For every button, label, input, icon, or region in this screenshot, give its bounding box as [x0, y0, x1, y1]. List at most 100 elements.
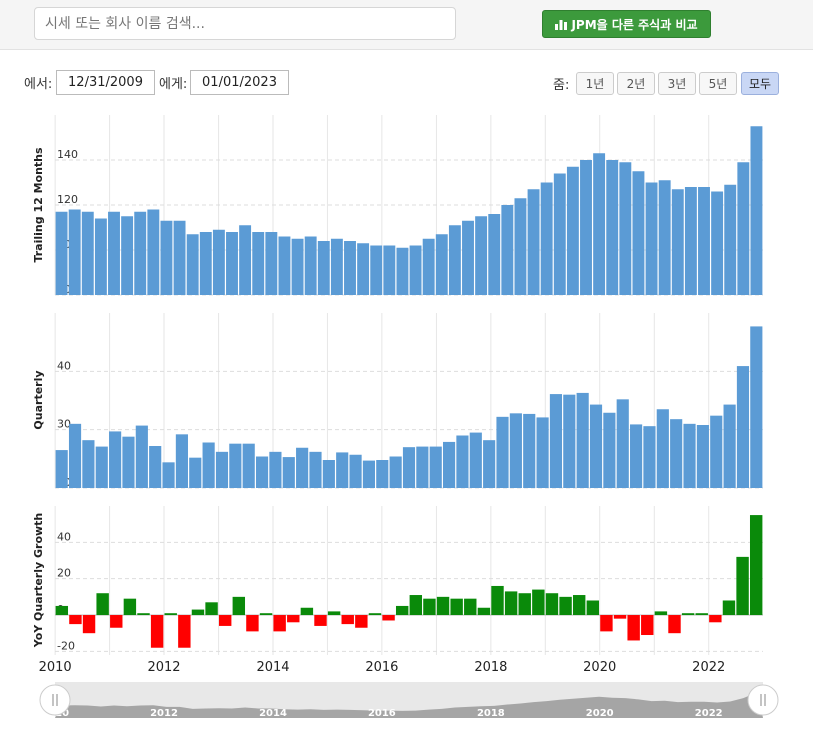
chart-bar: [226, 232, 238, 295]
chart-bar: [545, 593, 559, 616]
revenue-chart: 80100120140Trailing 12 Months203040Quart…: [32, 115, 779, 719]
chart-bar: [239, 225, 252, 295]
chart-bar: [344, 241, 356, 295]
chart-bar: [656, 409, 669, 488]
chart-bar: [580, 160, 592, 295]
chart-bar: [698, 187, 710, 295]
chart-bar: [606, 160, 619, 295]
zoom-all-button[interactable]: 모두: [741, 72, 779, 95]
chart-bar: [317, 241, 330, 295]
navigator-label: 2014: [259, 708, 287, 719]
chart-bar: [160, 220, 173, 295]
chart-bar: [336, 452, 349, 488]
chart-bar: [282, 457, 295, 488]
chart-bar: [278, 236, 291, 295]
y-axis-title: Trailing 12 Months: [32, 147, 45, 263]
chart-bar: [750, 126, 763, 295]
chart-bar: [600, 615, 613, 632]
chart-bar: [488, 214, 501, 295]
chart-bar: [327, 611, 341, 616]
chart-bar: [496, 416, 509, 488]
zoom-2y-button[interactable]: 2년: [617, 72, 655, 95]
chart-bar: [212, 229, 225, 295]
chart-bar: [750, 326, 763, 488]
chart-bar: [123, 598, 137, 616]
from-date-input[interactable]: [56, 70, 155, 95]
chart-bar: [376, 460, 389, 488]
chart-bar: [722, 600, 736, 616]
navigator-right-handle[interactable]: [747, 684, 779, 716]
chart-bar: [296, 447, 309, 488]
chart-bar: [475, 216, 488, 295]
chart-bar: [483, 440, 496, 488]
chart-bar: [96, 593, 109, 616]
navigator-series: [55, 692, 763, 718]
chart-bar: [218, 615, 232, 626]
chart-bar: [383, 245, 396, 295]
chart-bar: [695, 613, 708, 616]
chart-bar: [681, 613, 695, 616]
chart-bar: [723, 404, 736, 488]
chart-bar: [491, 585, 504, 616]
chart-bar: [477, 607, 491, 616]
navigator-label: 2022: [695, 708, 723, 719]
zoom-1y-button[interactable]: 1년: [576, 72, 614, 95]
chart-bar: [175, 434, 188, 488]
chart-bar: [242, 443, 255, 488]
chart-bar: [396, 247, 409, 295]
chart-bar: [527, 189, 540, 295]
chart-bar: [422, 238, 435, 295]
x-tick-label: 2012: [147, 660, 180, 675]
chart-bar: [255, 456, 269, 488]
to-date-input[interactable]: [190, 70, 289, 95]
x-tick-label: 2020: [583, 660, 616, 675]
chart-bar: [202, 442, 215, 488]
chart-bar: [134, 211, 147, 295]
chart-bar: [232, 596, 246, 616]
chart-bar: [229, 443, 242, 488]
chart-bar: [603, 412, 616, 488]
y-tick-label: 30: [57, 418, 71, 431]
navigator-label: 2018: [477, 708, 505, 719]
chart-bar: [389, 456, 402, 488]
chart-bar: [382, 615, 395, 621]
chart-bar: [246, 615, 259, 632]
chart-bar: [736, 556, 749, 616]
chart-bar: [269, 451, 282, 488]
chart-bar: [265, 232, 278, 295]
chart-bar: [450, 598, 463, 616]
chart-bar: [668, 615, 681, 634]
navigator-label: 2020: [586, 708, 614, 719]
navigator-left-handle[interactable]: [39, 684, 71, 716]
chart-bar: [409, 595, 423, 616]
chart-bar: [464, 598, 477, 616]
compare-stock-button[interactable]: JPM을 다른 주식과 비교: [542, 10, 711, 38]
chart-bar: [709, 615, 722, 623]
chart-bar: [147, 209, 160, 295]
chart-bar: [523, 413, 536, 488]
x-tick-label: 2010: [39, 660, 72, 675]
chart-bar: [613, 615, 627, 619]
chart-bar: [549, 394, 563, 488]
chart-bar: [108, 211, 120, 295]
chart-bar: [205, 602, 218, 616]
chart-bar: [82, 615, 96, 634]
chart-bar: [68, 209, 81, 295]
chart-bar: [199, 232, 212, 295]
chart-bar: [711, 191, 724, 295]
top-toolbar: JPM을 다른 주식과 비교: [0, 0, 813, 50]
zoom-3y-button[interactable]: 3년: [658, 72, 696, 95]
chart-bar: [402, 447, 416, 488]
chart-bar: [566, 166, 579, 295]
chart-bar: [532, 589, 545, 616]
y-tick-label: -20: [57, 639, 75, 652]
search-input[interactable]: [34, 7, 456, 40]
chart-bar: [189, 457, 202, 488]
chart-bar: [322, 460, 335, 488]
chart-bar: [370, 245, 383, 295]
chart-bar: [109, 431, 122, 488]
zoom-5y-button[interactable]: 5년: [699, 72, 737, 95]
chart-bar: [55, 605, 69, 616]
chart-bar: [355, 615, 368, 628]
chart-bar: [683, 423, 696, 488]
